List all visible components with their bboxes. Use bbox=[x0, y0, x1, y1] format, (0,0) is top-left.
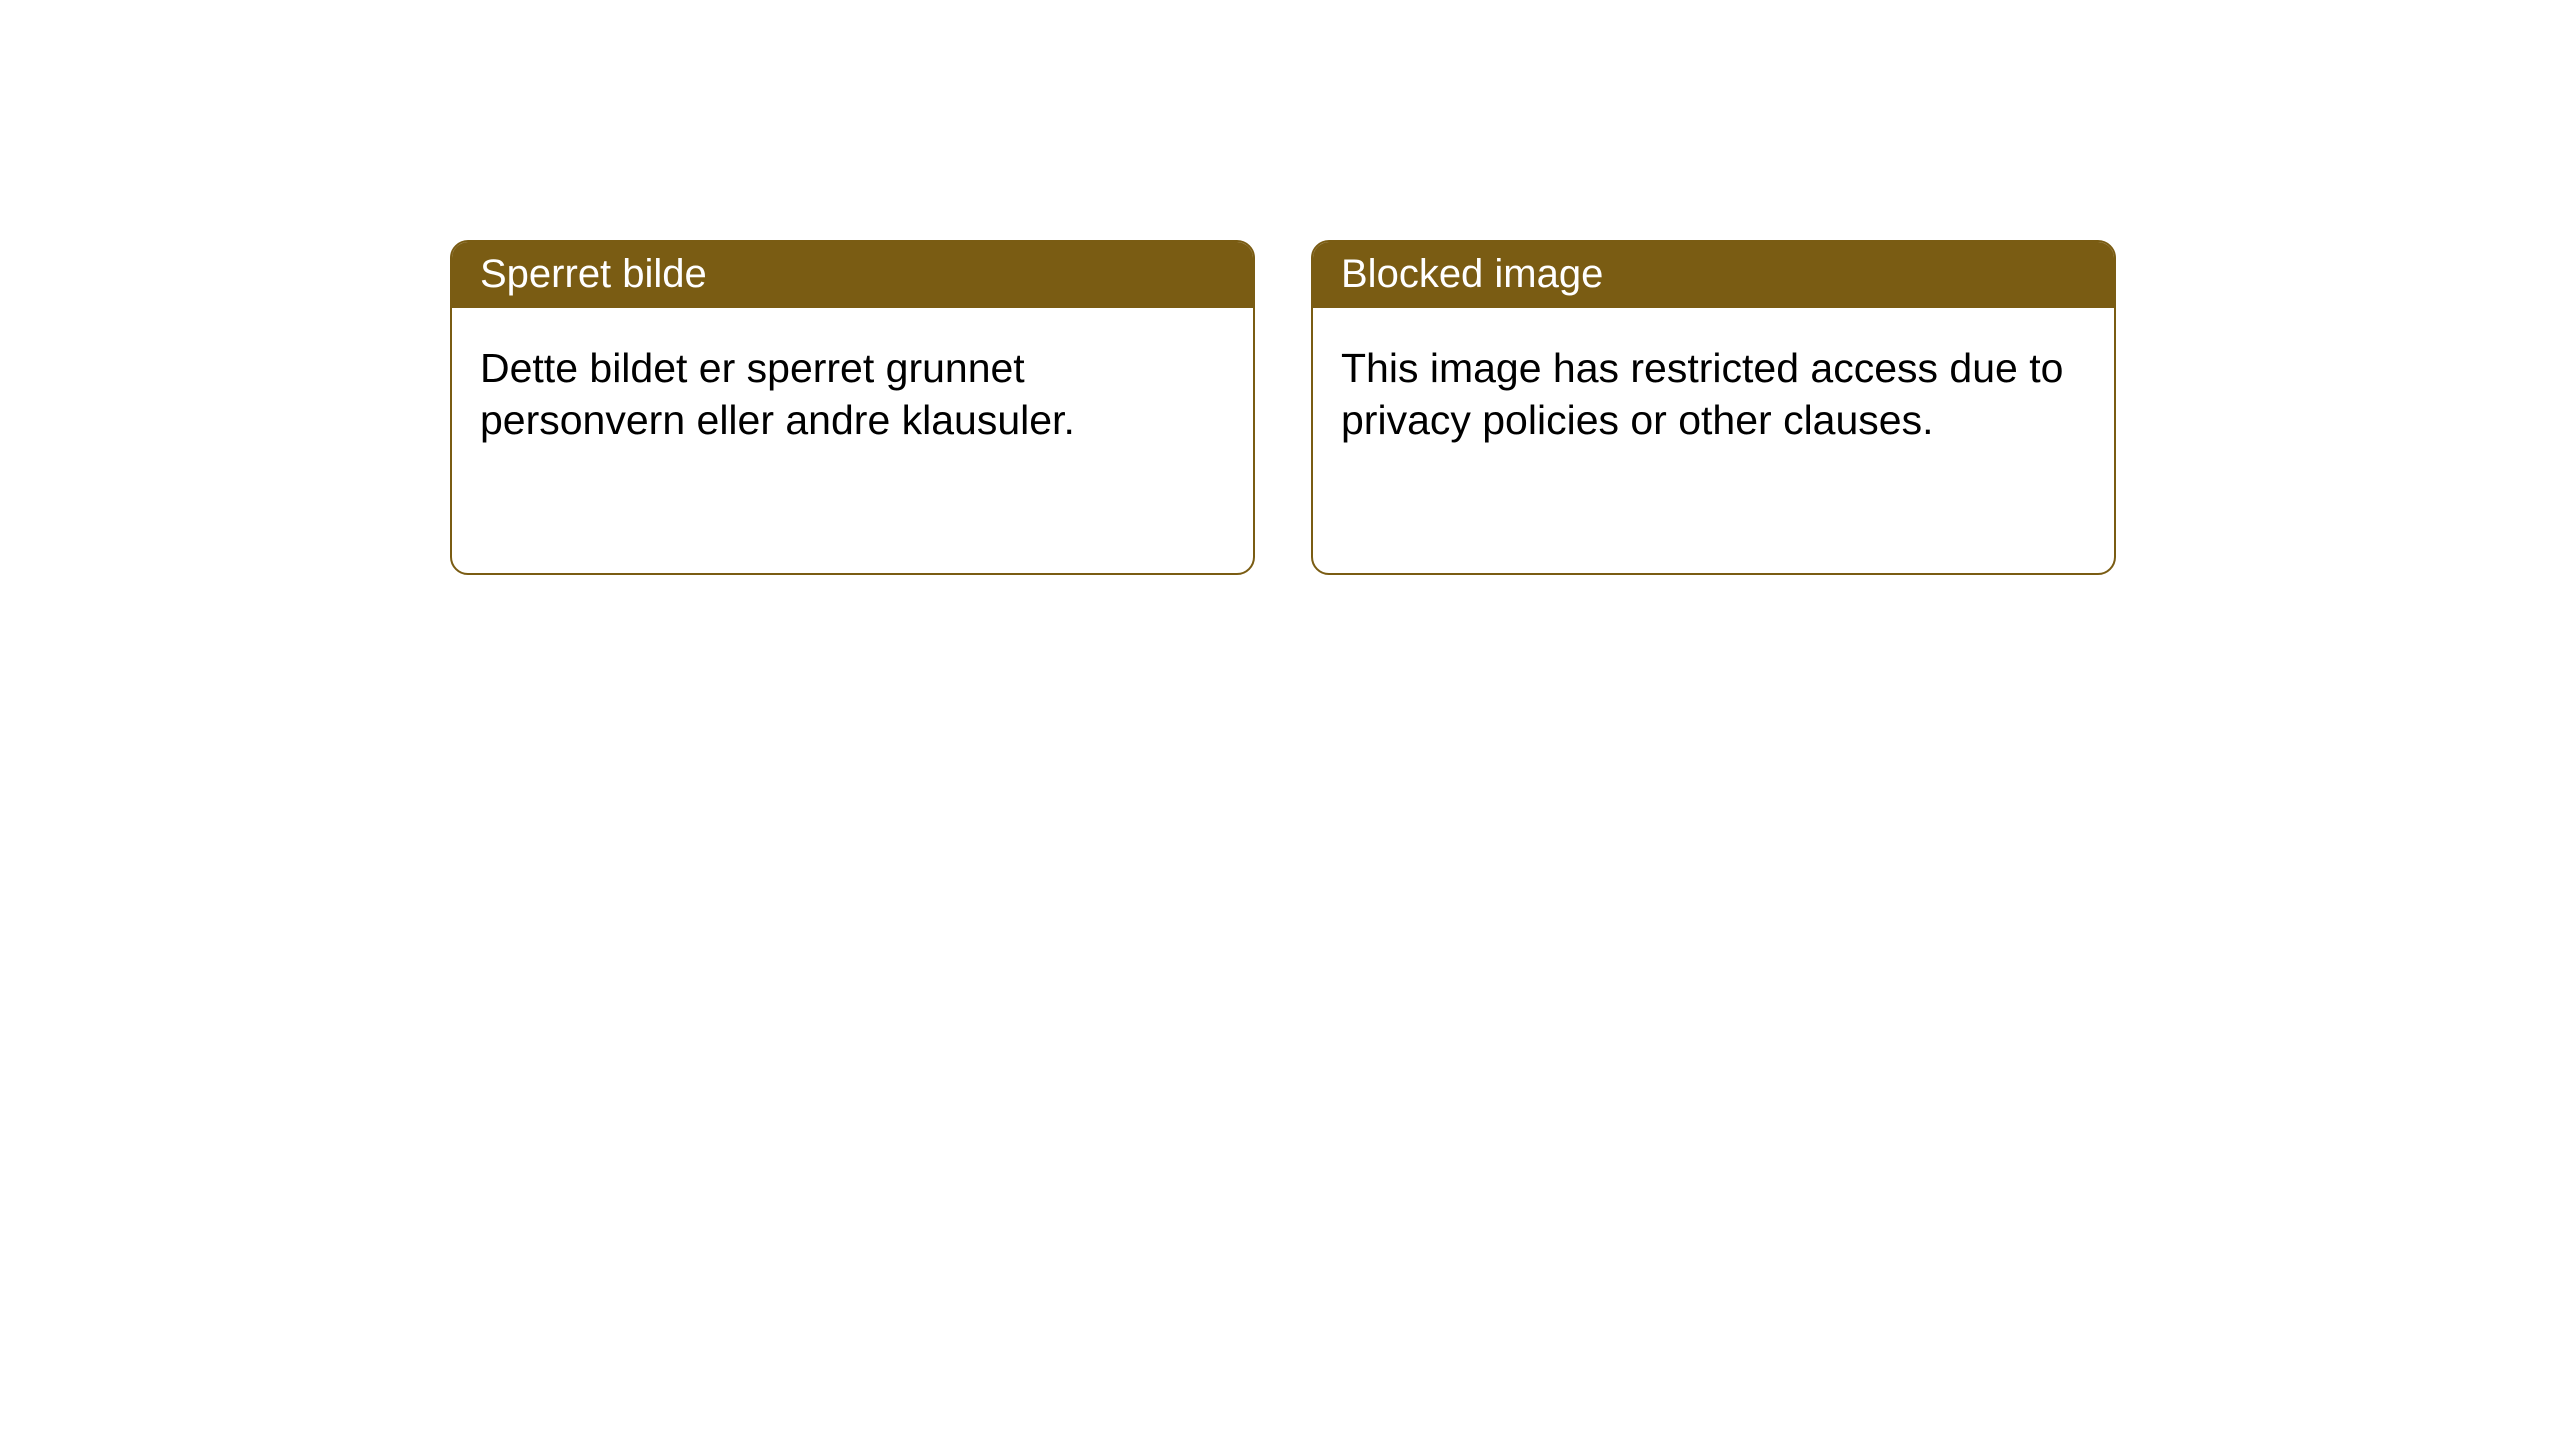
card-body-no: Dette bildet er sperret grunnet personve… bbox=[452, 308, 1253, 481]
card-title-no: Sperret bilde bbox=[452, 242, 1253, 308]
blocked-image-card-no: Sperret bilde Dette bildet er sperret gr… bbox=[450, 240, 1255, 575]
card-body-en: This image has restricted access due to … bbox=[1313, 308, 2114, 481]
card-title-en: Blocked image bbox=[1313, 242, 2114, 308]
blocked-image-notices: Sperret bilde Dette bildet er sperret gr… bbox=[0, 0, 2560, 575]
blocked-image-card-en: Blocked image This image has restricted … bbox=[1311, 240, 2116, 575]
